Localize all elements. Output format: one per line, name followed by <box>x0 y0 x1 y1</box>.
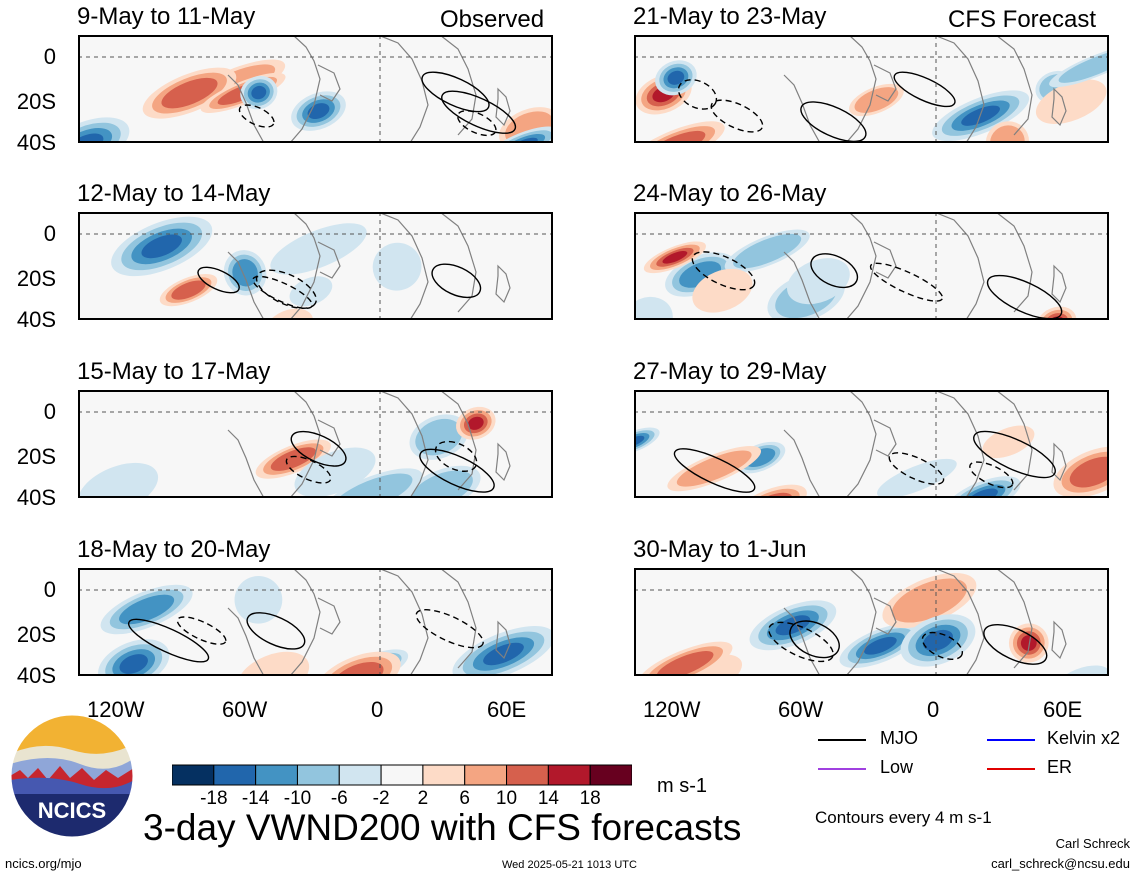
x-tick-label: 120W <box>643 697 701 722</box>
legend-label-kelvin: Kelvin x2 <box>1047 728 1121 748</box>
x-tick-label: 120W <box>87 697 145 722</box>
y-tick-label: 0 <box>43 577 56 602</box>
y-tick-label: 0 <box>43 399 56 424</box>
ncics-logo: NCICS <box>10 714 134 838</box>
map-panel <box>634 390 1109 498</box>
colorbar-tick-label: -2 <box>372 788 390 809</box>
y-tick-label: 20S <box>16 622 56 647</box>
figure-title: 3-day VWND200 with CFS forecasts <box>143 807 742 848</box>
x-tick-label: 60W <box>222 697 268 722</box>
colorbar-swatch <box>422 764 466 786</box>
y-tick-label: 40S <box>16 485 56 510</box>
map-panel <box>78 212 553 320</box>
colorbar-tick-label: -18 <box>200 788 228 809</box>
x-tick-label: 0 <box>927 697 940 722</box>
colorbar-swatch <box>464 764 508 786</box>
forecast-label: CFS Forecast <box>948 6 1097 33</box>
panel-title: 15-May to 17-May <box>77 358 271 385</box>
colorbar-tick-label: -6 <box>330 788 348 809</box>
y-tick-label: 40S <box>16 130 56 155</box>
y-tick-label: 40S <box>16 307 56 332</box>
legend-label-low: Low <box>880 757 914 777</box>
colorbar-tick-label: 18 <box>579 788 601 809</box>
y-tick-label: 20S <box>16 266 56 291</box>
panel-title: 27-May to 29-May <box>633 358 827 385</box>
logo-text: NCICS <box>38 798 106 823</box>
y-tick-label: 20S <box>16 444 56 469</box>
y-tick-label: 20S <box>16 89 56 114</box>
colorbar-swatch <box>213 764 257 786</box>
observed-label: Observed <box>440 6 545 33</box>
colorbar-tick-label: 6 <box>459 788 470 809</box>
low-legend-line <box>818 768 866 770</box>
footer-timestamp: Wed 2025-05-21 1013 UTC <box>502 859 637 871</box>
colorbar-tick-label: -14 <box>241 788 270 809</box>
footer-email[interactable]: carl_schreck@ncsu.edu <box>991 856 1130 871</box>
panel-title: 24-May to 26-May <box>633 180 827 207</box>
map-panel <box>634 35 1109 143</box>
legend-label-er: ER <box>1047 757 1073 777</box>
colorbar-swatch <box>338 764 382 786</box>
colorbar-tick-label: 2 <box>417 788 429 809</box>
colorbar-tick-label: -10 <box>283 788 312 809</box>
map-panel <box>634 212 1109 320</box>
x-tick-label: 60W <box>778 697 824 722</box>
x-tick-label: 60E <box>487 697 527 722</box>
colorbar-ticks: -18 -14 -10 -6 -2 2 6 10 14 18 <box>172 786 632 812</box>
map-panel <box>78 568 553 676</box>
y-tick-label: 40S <box>16 663 56 688</box>
x-tick-label: 0 <box>371 697 384 722</box>
colorbar-swatch <box>172 764 215 786</box>
colorbar-swatch <box>380 764 424 786</box>
contour-note: Contours every 4 m s-1 <box>815 808 992 827</box>
colorbar-swatch <box>255 764 298 786</box>
map-panel <box>78 35 553 143</box>
map-panel <box>634 568 1109 676</box>
colorbar-swatch <box>506 764 549 786</box>
panel-title: 18-May to 20-May <box>77 536 271 563</box>
map-panel <box>78 390 553 498</box>
panel-title: 12-May to 14-May <box>77 180 271 207</box>
footer-url[interactable]: ncics.org/mjo <box>5 856 82 871</box>
y-tick-label: 0 <box>43 221 56 246</box>
footer-author: Carl Schreck <box>1055 836 1130 851</box>
y-tick-label: 0 <box>43 44 56 69</box>
colorbar-units: m s-1 <box>657 775 707 797</box>
colorbar-tick-label: 14 <box>537 788 559 809</box>
colorbar-swatch <box>589 764 632 786</box>
legend-label-mjo: MJO <box>880 728 918 748</box>
kelvin-legend-line <box>987 739 1035 741</box>
x-tick-label: 60E <box>1043 697 1083 722</box>
panel-title: 30-May to 1-Jun <box>633 536 807 563</box>
colorbar-swatch <box>547 764 591 786</box>
colorbar <box>172 764 632 786</box>
mjo-legend-line <box>818 739 866 741</box>
colorbar-tick-label: 10 <box>495 788 518 809</box>
panel-title: 9-May to 11-May <box>77 3 256 30</box>
colorbar-swatch <box>296 764 340 786</box>
panel-title: 21-May to 23-May <box>633 3 827 30</box>
er-legend-line <box>987 768 1035 770</box>
